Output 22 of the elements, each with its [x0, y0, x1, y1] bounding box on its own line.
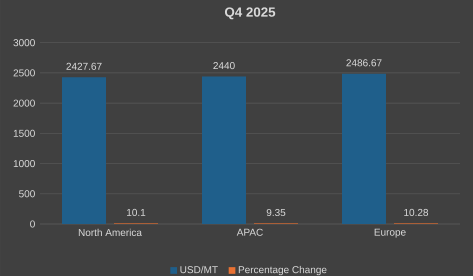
- data-label: 9.35: [266, 208, 286, 216]
- data-label: 10.28: [404, 208, 428, 216]
- data-label: 2427.67: [66, 62, 102, 70]
- bar: [342, 73, 386, 224]
- data-label: 10.1: [127, 208, 146, 216]
- bar: [202, 76, 246, 224]
- x-tick-label: APAC: [236, 228, 263, 236]
- legend-label: Percentage Change: [238, 266, 327, 275]
- data-label: 2486.67: [346, 59, 382, 66]
- y-tick-label: 2000: [14, 99, 35, 106]
- y-tick-label: 1000: [14, 160, 35, 167]
- bar: [62, 77, 106, 224]
- x-tick-label: North America: [78, 228, 142, 236]
- chart-title: Q4 2025: [224, 7, 276, 20]
- legend-label: USD/MT: [180, 266, 218, 273]
- x-tick-label: Europe: [374, 228, 406, 238]
- y-tick-label: 3000: [13, 38, 35, 46]
- data-label: 2440: [213, 62, 235, 69]
- y-tick-label: 0: [30, 220, 35, 228]
- y-tick-label: 500: [19, 190, 35, 198]
- y-tick-label: 1500: [14, 130, 35, 137]
- y-tick-label: 2500: [14, 69, 35, 76]
